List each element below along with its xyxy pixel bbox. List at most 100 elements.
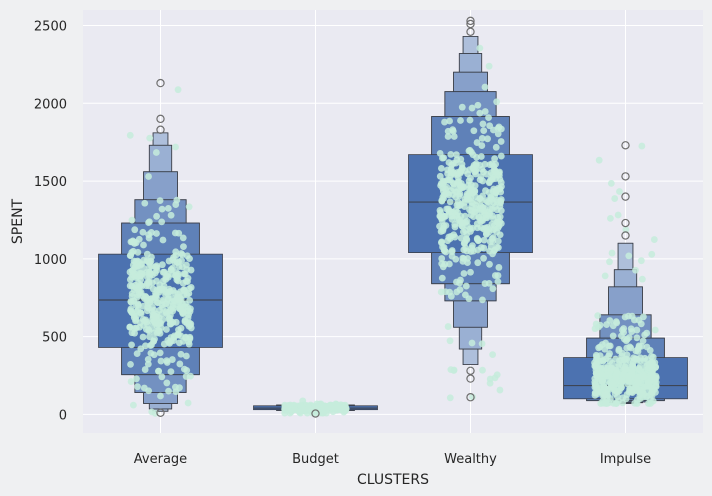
data-point bbox=[183, 261, 190, 269]
data-point bbox=[132, 239, 140, 247]
data-point bbox=[608, 359, 616, 367]
data-point bbox=[625, 252, 633, 260]
data-point bbox=[448, 212, 456, 220]
data-point bbox=[172, 318, 180, 326]
data-point bbox=[649, 370, 656, 377]
data-point bbox=[187, 320, 195, 328]
data-point bbox=[149, 316, 156, 323]
data-point bbox=[591, 362, 599, 370]
data-point bbox=[472, 160, 480, 168]
data-point bbox=[616, 188, 623, 195]
data-point bbox=[127, 378, 135, 385]
data-point bbox=[492, 143, 500, 151]
data-point bbox=[601, 272, 609, 280]
data-point bbox=[158, 205, 166, 213]
data-point bbox=[159, 316, 167, 324]
data-point bbox=[447, 151, 455, 158]
outlier-point bbox=[466, 19, 475, 29]
data-point bbox=[631, 399, 639, 407]
data-point bbox=[481, 280, 489, 287]
data-point bbox=[496, 386, 504, 394]
data-point bbox=[486, 260, 493, 268]
data-point bbox=[471, 208, 479, 216]
data-point bbox=[489, 212, 496, 220]
boxen-group-budget bbox=[253, 397, 378, 418]
data-point bbox=[128, 341, 135, 349]
data-point bbox=[638, 275, 646, 283]
data-point bbox=[598, 366, 606, 374]
data-point bbox=[637, 357, 644, 365]
data-point bbox=[644, 379, 652, 386]
data-point bbox=[127, 298, 135, 306]
data-point bbox=[447, 232, 455, 240]
data-point bbox=[155, 367, 162, 375]
data-point bbox=[153, 264, 161, 271]
data-point bbox=[180, 243, 187, 251]
data-point bbox=[493, 243, 501, 251]
data-point bbox=[187, 372, 194, 380]
data-point bbox=[128, 290, 136, 298]
data-point bbox=[128, 309, 136, 317]
y-tick-label: 2000 bbox=[34, 97, 67, 112]
data-point bbox=[452, 255, 460, 263]
data-point bbox=[637, 257, 645, 265]
data-point bbox=[490, 166, 498, 174]
data-point bbox=[437, 288, 445, 296]
data-point bbox=[183, 291, 191, 299]
data-point bbox=[639, 388, 646, 395]
data-point bbox=[137, 272, 145, 280]
data-point bbox=[179, 279, 187, 287]
data-point bbox=[437, 164, 445, 172]
data-point bbox=[454, 209, 461, 216]
data-point bbox=[605, 352, 612, 360]
data-point bbox=[495, 264, 503, 271]
data-point bbox=[594, 312, 602, 320]
data-point bbox=[143, 250, 151, 258]
data-point bbox=[489, 351, 497, 358]
data-point bbox=[498, 183, 505, 190]
data-point bbox=[474, 101, 482, 109]
data-point bbox=[468, 339, 476, 347]
data-point bbox=[471, 168, 479, 176]
data-point bbox=[609, 332, 617, 340]
data-point bbox=[176, 384, 183, 392]
data-point bbox=[162, 273, 170, 281]
data-point bbox=[134, 306, 142, 314]
data-point bbox=[591, 380, 599, 388]
data-point bbox=[139, 333, 147, 341]
data-point bbox=[182, 352, 190, 360]
data-point bbox=[447, 366, 455, 374]
data-point bbox=[147, 349, 155, 357]
data-point bbox=[461, 291, 469, 299]
data-point bbox=[147, 229, 155, 236]
data-point bbox=[629, 361, 637, 369]
data-point bbox=[619, 399, 627, 407]
data-point bbox=[438, 255, 446, 262]
data-point bbox=[158, 218, 166, 226]
data-point bbox=[485, 114, 492, 122]
data-point bbox=[481, 83, 489, 91]
data-point bbox=[140, 384, 148, 392]
data-point bbox=[473, 153, 480, 161]
outlier-point bbox=[621, 172, 630, 181]
data-point bbox=[457, 155, 465, 163]
y-tick-label: 0 bbox=[59, 408, 67, 423]
data-point bbox=[148, 308, 156, 316]
data-point bbox=[456, 279, 463, 287]
data-point bbox=[636, 395, 644, 403]
data-point bbox=[633, 334, 641, 342]
data-point bbox=[441, 213, 449, 220]
x-tick-label: Impulse bbox=[600, 452, 651, 467]
data-point bbox=[632, 266, 639, 274]
data-point bbox=[643, 392, 651, 400]
data-point bbox=[612, 318, 620, 326]
data-point bbox=[481, 209, 489, 217]
data-point bbox=[474, 259, 482, 267]
data-point bbox=[493, 98, 501, 106]
data-point bbox=[447, 292, 455, 300]
data-point bbox=[610, 400, 618, 407]
data-point bbox=[481, 108, 489, 115]
data-point bbox=[134, 293, 141, 301]
data-point bbox=[162, 300, 170, 307]
data-point bbox=[603, 385, 611, 393]
